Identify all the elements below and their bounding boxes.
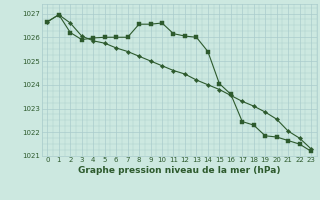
X-axis label: Graphe pression niveau de la mer (hPa): Graphe pression niveau de la mer (hPa) — [78, 166, 280, 175]
